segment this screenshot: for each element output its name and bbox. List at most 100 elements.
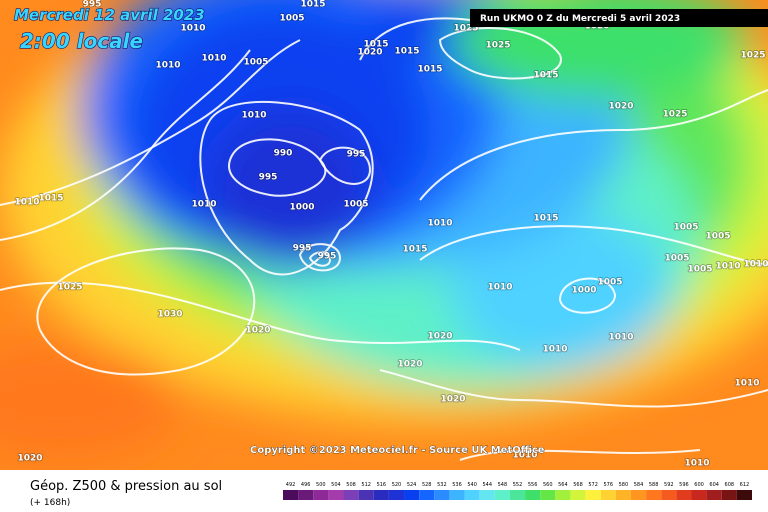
colorbar-label: 600 (694, 482, 704, 488)
colorbar-swatch (388, 490, 405, 500)
colorbar-swatch (691, 490, 707, 500)
isobar-label: 1025 (662, 110, 687, 120)
isobar-label: 1015 (394, 47, 419, 57)
isobar-label: 995 (318, 252, 337, 262)
colorbar-label: 536 (452, 482, 462, 488)
colorbar-label: 592 (664, 482, 674, 488)
isobar-label: 1010 (684, 459, 709, 469)
colorbar-swatch (328, 490, 344, 500)
colorbar-swatch (555, 490, 571, 500)
colorbar-label: 548 (498, 482, 508, 488)
isobar-label: 1005 (343, 200, 368, 210)
colorbar-label: 528 (422, 482, 432, 488)
run-label: Run UKMO 0 Z du Mercredi 5 avril 2023 (480, 14, 680, 24)
colorbar-swatch (283, 490, 299, 500)
isobar-label: 1015 (363, 40, 388, 50)
isobar-label: 1010 (734, 379, 759, 389)
colorbar-label: 596 (679, 482, 689, 488)
isobar-label: 995 (83, 0, 102, 10)
isobar-label: 1010 (241, 111, 266, 121)
isobar-label: 1010 (743, 260, 768, 270)
isobar-label: 1015 (533, 214, 558, 224)
isobar-label: 1020 (397, 360, 422, 370)
colorbar-label: 564 (558, 482, 568, 488)
colorbar-swatch (570, 490, 586, 500)
isobar-label: 1010 (180, 24, 205, 34)
colorbar-label: 520 (392, 482, 402, 488)
isobar-label: 1010 (512, 451, 537, 461)
colorbar-label: 508 (346, 482, 356, 488)
isobar-label: 1015 (533, 71, 558, 81)
colorbar-label: 572 (588, 482, 598, 488)
colorbar-swatch (343, 490, 359, 500)
isobar-label: 1020 (608, 102, 633, 112)
colorbar-swatch (706, 490, 722, 500)
colorbar-label: 608 (725, 482, 735, 488)
colorbar-label: 584 (634, 482, 644, 488)
isobar-label: 995 (259, 173, 278, 183)
colorbar-label: 568 (573, 482, 583, 488)
isobar-label: 1020 (17, 454, 42, 464)
colorbar-label: 504 (331, 482, 341, 488)
colorbar-label: 544 (482, 482, 492, 488)
isobar-label: 1000 (571, 286, 596, 296)
colorbar-label: 500 (316, 482, 326, 488)
isobar-label: 995 (347, 150, 366, 160)
colorbar-label: 576 (604, 482, 614, 488)
colorbar-label: 580 (619, 482, 629, 488)
isobar-label: 1030 (157, 310, 182, 320)
colorbar-swatch (494, 490, 510, 500)
isobar-label: 1020 (245, 326, 270, 336)
colorbar-swatch (479, 490, 495, 500)
colorbar-swatch (721, 490, 737, 500)
isobar-label: 995 (293, 244, 312, 254)
isobar-label: 1000 (289, 203, 314, 213)
colorbar-swatch (585, 490, 601, 500)
isobar-label: 1025 (485, 41, 510, 51)
colorbar-label: 512 (361, 482, 371, 488)
isobar-labels: 9951005101510101025102010151020101510251… (14, 0, 768, 469)
footer-subtitle: (+ 168h) (30, 498, 70, 508)
colorbar-label: 540 (467, 482, 477, 488)
colorbar-swatch (615, 490, 631, 500)
geopotential-field (0, 0, 768, 470)
map-title: Mercredi 12 avril 2023 (14, 6, 205, 24)
colorbar-label: 496 (301, 482, 311, 488)
colorbar-swatch (525, 490, 541, 500)
colorbar-label: 524 (407, 482, 417, 488)
isobar-label: 1020 (427, 332, 452, 342)
colorbar-label: 532 (437, 482, 447, 488)
colorbar-label: 516 (377, 482, 387, 488)
isobar-label: 1015 (417, 65, 442, 75)
colorbar-swatch (600, 490, 616, 500)
isobar-label: 1005 (705, 232, 730, 242)
isobar-label: 1010 (542, 345, 567, 355)
footer-title: Géop. Z500 & pression au sol (30, 479, 222, 494)
colorbar-swatch (449, 490, 465, 500)
colorbar-swatch (509, 490, 526, 500)
isobar-label: 1010 (487, 283, 512, 293)
colorbar-label: 556 (528, 482, 538, 488)
isobar-label: 1015 (402, 245, 427, 255)
isobar-label: 1005 (664, 254, 689, 264)
colorbar-swatch (661, 490, 677, 500)
isobar-label: 1015 (38, 194, 63, 204)
colorbar-swatch (464, 490, 480, 500)
isobar-label: 1005 (687, 265, 712, 275)
colorbar-swatch (646, 490, 662, 500)
isobars (0, 17, 768, 461)
isobar-label: 1025 (740, 51, 765, 61)
isobar-label: 1010 (191, 200, 216, 210)
isobar-label: 1020 (357, 48, 382, 58)
colorbar-swatch (358, 490, 374, 500)
colorbar-label: 552 (513, 482, 523, 488)
colorbar-swatch (419, 490, 435, 500)
isobar-label: 1005 (243, 58, 268, 68)
isobar-label: 1010 (14, 198, 39, 208)
isobar-label: 1015 (300, 0, 325, 10)
run-label-box (470, 9, 768, 27)
colorbar-swatch (404, 490, 420, 500)
isobar-label: 1025 (57, 283, 82, 293)
isobar-label: 1020 (440, 395, 465, 405)
